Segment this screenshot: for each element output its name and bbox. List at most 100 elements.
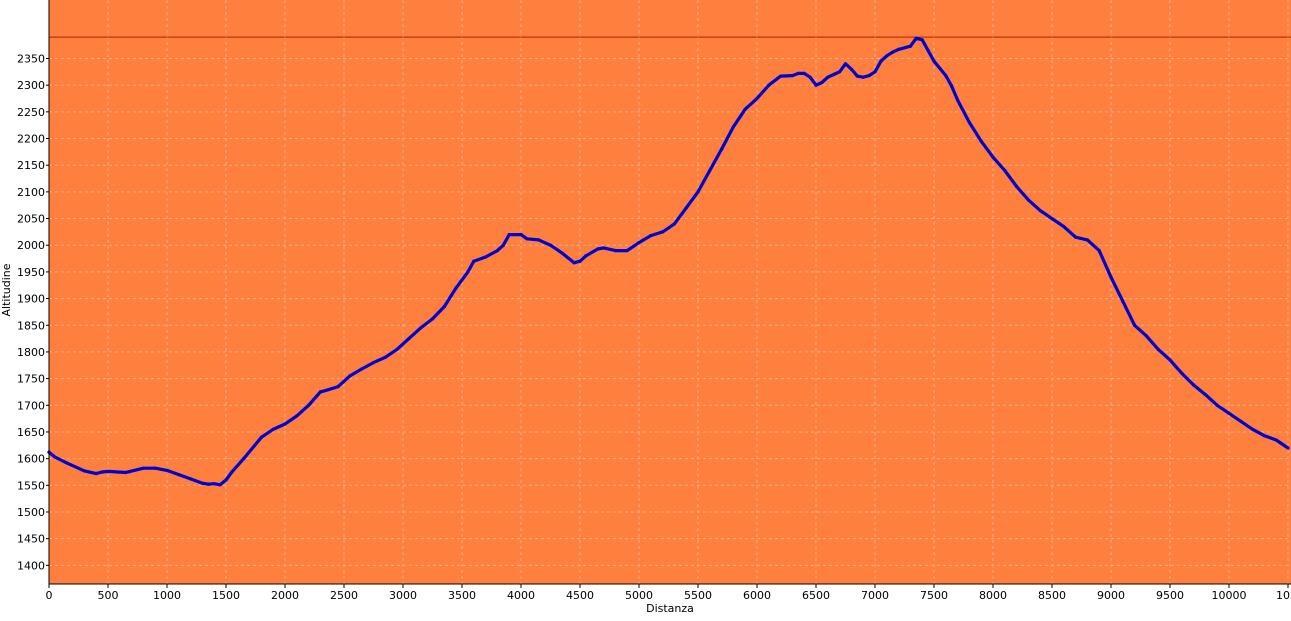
data-point <box>820 81 823 84</box>
data-point <box>708 169 711 172</box>
data-point <box>337 385 340 388</box>
y-tick-label: 1500 <box>17 506 45 519</box>
data-point <box>165 469 168 472</box>
data-point <box>950 85 953 88</box>
y-tick-label: 1750 <box>17 373 45 386</box>
data-point <box>1133 324 1136 327</box>
data-point <box>732 125 735 128</box>
data-point <box>1180 372 1183 375</box>
data-point <box>814 84 817 87</box>
data-point <box>561 252 564 255</box>
data-point <box>1039 209 1042 212</box>
y-tick-label: 2350 <box>17 53 45 66</box>
data-point <box>980 140 983 143</box>
data-point <box>154 467 157 470</box>
data-point <box>1157 348 1160 351</box>
data-point <box>944 74 947 77</box>
data-point <box>1015 185 1018 188</box>
y-tick-label: 1850 <box>17 319 45 332</box>
data-point <box>95 472 98 475</box>
data-point <box>201 482 204 485</box>
data-point <box>1086 238 1089 241</box>
data-point <box>1074 236 1077 239</box>
data-point <box>755 97 758 100</box>
data-point <box>779 75 782 78</box>
data-point <box>602 246 605 249</box>
y-tick-label: 2250 <box>17 106 45 119</box>
data-point <box>968 121 971 124</box>
data-point <box>142 467 145 470</box>
x-tick-label: 1500 <box>212 589 240 602</box>
data-point <box>224 478 227 481</box>
data-point <box>325 389 328 392</box>
data-point <box>1098 249 1101 252</box>
data-point <box>177 473 180 476</box>
y-tick-label: 2050 <box>17 213 45 226</box>
data-point <box>407 337 410 340</box>
data-point <box>584 254 587 257</box>
data-point <box>850 68 853 71</box>
data-point <box>649 234 652 237</box>
data-point <box>856 75 859 78</box>
data-point <box>767 84 770 87</box>
data-point <box>744 108 747 111</box>
data-point <box>496 249 499 252</box>
y-axis-label: Altitudine <box>0 263 13 316</box>
data-point <box>1027 198 1030 201</box>
x-tick-label: 9000 <box>1097 589 1125 602</box>
y-tick-label: 2000 <box>17 239 45 252</box>
data-point <box>720 148 723 151</box>
data-point <box>525 237 528 240</box>
data-point <box>53 455 56 458</box>
data-point <box>826 76 829 79</box>
data-point <box>879 60 882 63</box>
data-point <box>508 233 511 236</box>
data-point <box>207 483 210 486</box>
data-point <box>885 54 888 57</box>
data-point <box>1251 428 1254 431</box>
y-tick-label: 1550 <box>17 479 45 492</box>
data-point <box>915 37 918 40</box>
data-point <box>65 461 68 464</box>
data-point <box>443 305 446 308</box>
x-tick-label: 4000 <box>507 589 535 602</box>
data-point <box>124 471 127 474</box>
x-tick-label: 2000 <box>271 589 299 602</box>
data-point <box>614 249 617 252</box>
data-point <box>1204 393 1207 396</box>
data-point <box>1050 217 1053 220</box>
data-point <box>927 49 930 52</box>
data-point <box>360 367 363 370</box>
x-tick-label: 105 <box>1276 589 1291 602</box>
data-point <box>832 73 835 76</box>
x-tick-label: 3500 <box>448 589 476 602</box>
x-axis-label: Distanza <box>646 602 694 615</box>
data-point <box>1275 438 1278 441</box>
data-point <box>673 222 676 225</box>
y-tick-label: 1600 <box>17 453 45 466</box>
data-point <box>578 260 581 263</box>
data-point <box>472 260 475 263</box>
data-point <box>307 404 310 407</box>
data-point <box>272 428 275 431</box>
data-point <box>1216 404 1219 407</box>
x-tick-label: 8500 <box>1038 589 1066 602</box>
y-ticks: 1400145015001550160016501700175018001850… <box>17 53 49 573</box>
data-point <box>797 72 800 75</box>
data-point <box>455 286 458 289</box>
data-point <box>1003 169 1006 172</box>
data-point <box>932 60 935 63</box>
data-point <box>295 414 298 417</box>
x-tick-label: 8000 <box>979 589 1007 602</box>
data-point <box>549 244 552 247</box>
data-point <box>106 470 109 473</box>
data-point <box>637 241 640 244</box>
x-tick-label: 9500 <box>1156 589 1184 602</box>
data-point <box>519 233 522 236</box>
data-point <box>1239 420 1242 423</box>
y-tick-label: 2300 <box>17 79 45 92</box>
data-point <box>260 436 263 439</box>
data-point <box>419 326 422 329</box>
data-point <box>1062 225 1065 228</box>
